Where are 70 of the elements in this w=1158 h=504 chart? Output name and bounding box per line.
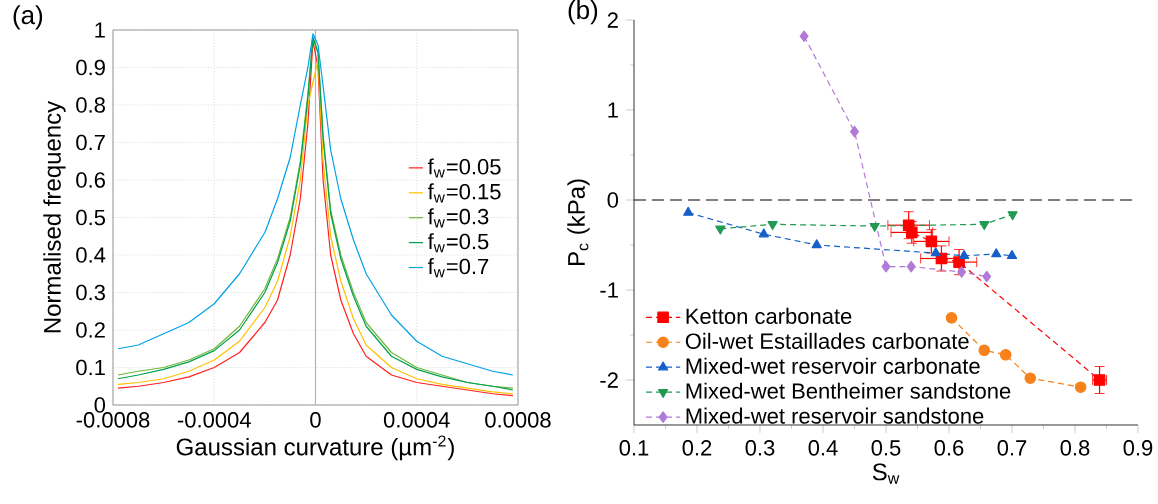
y-tick-label: 0 (607, 192, 619, 208)
x-tick-label: 0.5 (871, 440, 901, 456)
legend-label: f$_{w}$=0.05 (427, 158, 501, 178)
point (869, 222, 880, 232)
y-axis-title: Normalised frequency (43, 100, 66, 333)
legend-label: Mixed-wet Bentheimer sandstone (686, 382, 1011, 399)
point (953, 256, 965, 268)
point (999, 349, 1012, 361)
y-tick-label: 0.5 (76, 209, 105, 226)
legend-label: f$_{w}$=0.7 (427, 258, 489, 278)
point (991, 248, 1002, 258)
x-tick-label: 0.0004 (383, 412, 450, 428)
x-tick-label: 0.1 (619, 440, 649, 456)
y-tick-label: 0.4 (76, 247, 106, 263)
x-axis-title: S$_{w}$ (872, 463, 900, 484)
point (1024, 372, 1037, 384)
point (683, 206, 694, 216)
y-tick-label: 0.1 (76, 359, 105, 376)
x-tick-label: 0.4 (808, 440, 838, 456)
point (982, 270, 992, 283)
y-tick-label: 1 (608, 102, 618, 118)
legend-label: f$_{w}$=0.15 (427, 183, 501, 203)
chart-title: (b) (568, 0, 598, 25)
legend-label: Mixed-wet reservoir carbonate (686, 357, 980, 374)
chart-title: (a) (13, 5, 43, 30)
y-tick-label: -1 (600, 282, 618, 298)
point (979, 221, 990, 231)
legend-label: f$_{w}$=0.3 (427, 208, 489, 228)
point (959, 250, 970, 259)
point (758, 228, 769, 238)
legend-label: Oil-wet Estaillades carbonate (685, 332, 969, 349)
x-tick-label: 0.7 (997, 440, 1027, 456)
y-tick-label: 0.9 (76, 59, 105, 76)
y-tick-label: 0.6 (76, 172, 105, 188)
x-tick-label: -0.0004 (177, 412, 251, 428)
y-tick-label: 0.8 (76, 97, 105, 113)
x-tick-label: 0.2 (682, 440, 712, 456)
point (767, 221, 778, 231)
x-tick-label: 0.0008 (485, 412, 551, 428)
x-tick-label: 0.8 (1060, 440, 1090, 456)
x-axis-title: Gaussian curvature (µm$^{-2}$) (176, 435, 454, 461)
legend-label: f$_{w}$=0.5 (427, 233, 489, 253)
y-tick-label: 0.2 (76, 322, 105, 338)
y-tick-label: 0.7 (76, 134, 105, 151)
point (1007, 211, 1018, 221)
point (978, 344, 991, 357)
point (849, 125, 859, 138)
point (957, 266, 967, 278)
x-tick-label: 0 (310, 412, 321, 428)
point (906, 260, 916, 273)
x-tick-label: -0.0008 (76, 412, 150, 428)
x-tick-label: 0.6 (934, 440, 964, 456)
y-tick-label: 1 (95, 22, 105, 38)
point (925, 235, 938, 248)
y-tick-label: 0.3 (76, 284, 105, 301)
y-tick-label: -2 (600, 372, 618, 388)
y-tick-label: 2 (607, 12, 618, 28)
point (799, 30, 809, 42)
point (715, 225, 726, 235)
point (811, 239, 822, 249)
y-axis-title: P$_{c}$ (kPa) (567, 179, 590, 266)
legend-label: Ketton carbonate (686, 307, 852, 325)
point (1006, 250, 1018, 259)
point (881, 260, 891, 273)
point (1074, 381, 1087, 393)
x-tick-label: 0.3 (745, 440, 775, 456)
legend-label: Mixed-wet reservoir sandstone (686, 407, 984, 424)
y-tick-label: 0 (94, 397, 106, 413)
point (945, 312, 958, 324)
x-tick-label: 0.9 (1123, 440, 1153, 456)
